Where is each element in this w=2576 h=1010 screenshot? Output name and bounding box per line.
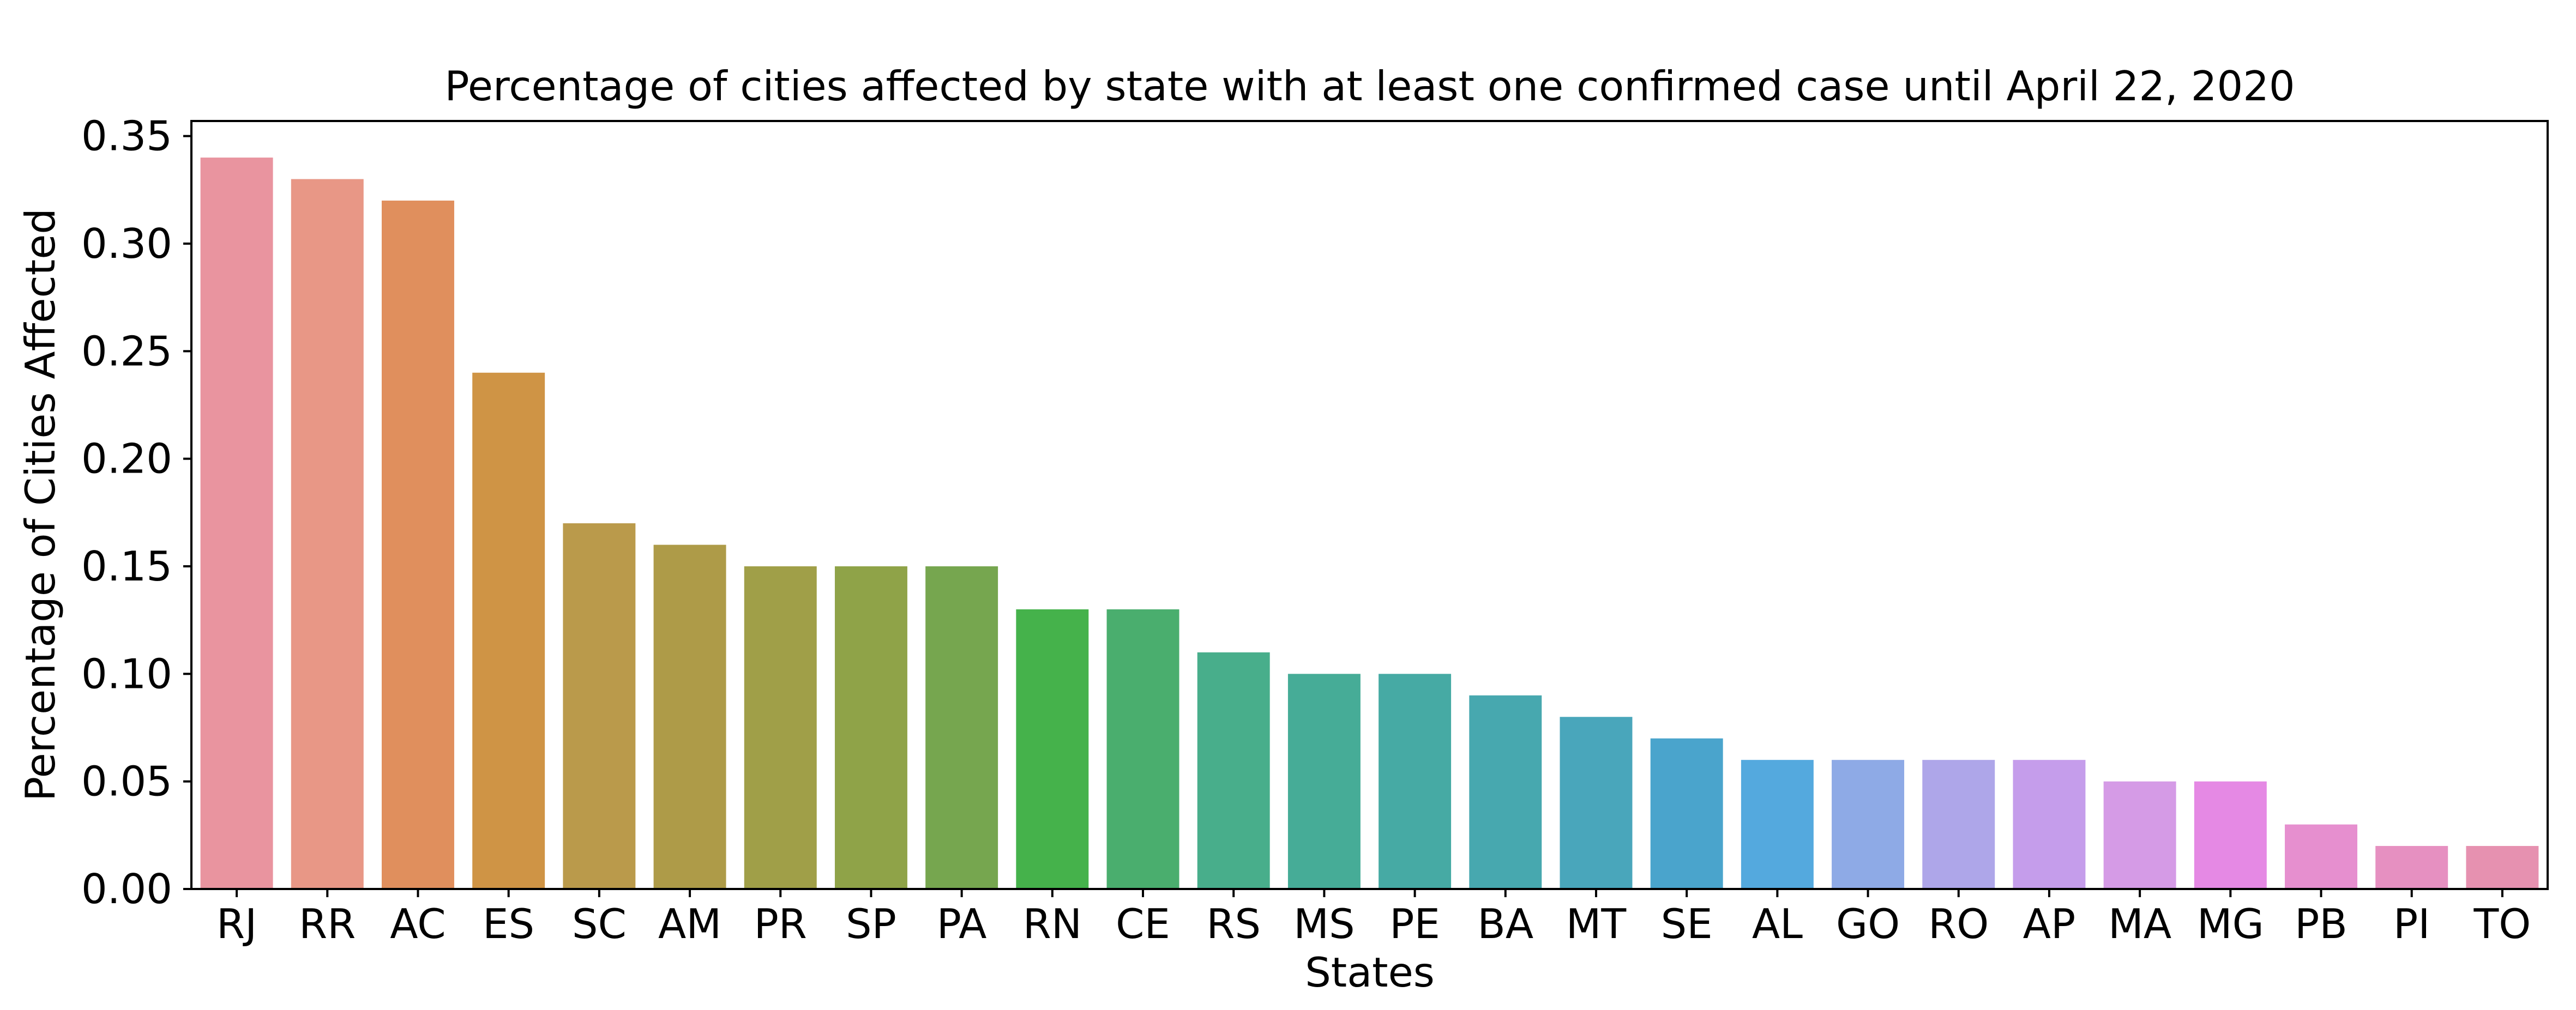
bar-se bbox=[1650, 738, 1723, 889]
bar-rn bbox=[1016, 609, 1089, 889]
bar-ma bbox=[2103, 781, 2176, 889]
bar-to bbox=[2466, 846, 2539, 889]
y-tick-label: 0.20 bbox=[81, 435, 172, 483]
bar-mt bbox=[1560, 717, 1633, 889]
x-tick-label: AP bbox=[2023, 900, 2076, 948]
x-tick-label: PI bbox=[2393, 900, 2430, 948]
x-tick-label: GO bbox=[1836, 900, 1900, 948]
bar-pr bbox=[744, 566, 817, 889]
bar-am bbox=[653, 545, 726, 889]
bars-group bbox=[200, 158, 2539, 890]
bar-al bbox=[1741, 760, 1814, 889]
x-tick-label: RN bbox=[1023, 900, 1082, 948]
x-tick-label: RS bbox=[1206, 900, 1261, 948]
y-axis: 0.00 0.05 0.10 0.15 0.20 0.25 0.30 0.35 bbox=[81, 112, 191, 913]
x-axis-label: States bbox=[1305, 948, 1435, 996]
x-tick-label: PB bbox=[2295, 900, 2348, 948]
y-axis-label: Percentage of Cities Affected bbox=[16, 208, 64, 801]
bar-pe bbox=[1379, 674, 1452, 889]
x-tick-label: PA bbox=[937, 900, 987, 948]
y-tick-label: 0.10 bbox=[81, 650, 172, 698]
x-tick-label: MS bbox=[1293, 900, 1355, 948]
x-tick-label: AC bbox=[390, 900, 446, 948]
bar-sc bbox=[563, 523, 636, 889]
x-tick-label: ES bbox=[483, 900, 534, 948]
x-tick-label: TO bbox=[2473, 900, 2531, 948]
chart-title: Percentage of cities affected by state w… bbox=[444, 62, 2295, 110]
x-tick-label: MA bbox=[2108, 900, 2171, 948]
bar-es bbox=[472, 372, 545, 889]
y-tick-label: 0.35 bbox=[81, 112, 172, 160]
x-tick-label: AL bbox=[1752, 900, 1803, 948]
y-tick-label: 0.00 bbox=[81, 865, 172, 913]
bar-pb bbox=[2285, 824, 2357, 889]
bar-rr bbox=[291, 179, 364, 889]
x-tick-label: RR bbox=[299, 900, 356, 948]
bar-rj bbox=[200, 158, 273, 890]
x-tick-label: SP bbox=[846, 900, 896, 948]
x-tick-label: MG bbox=[2197, 900, 2264, 948]
x-tick-label: CE bbox=[1116, 900, 1170, 948]
x-tick-label: RO bbox=[1928, 900, 1989, 948]
bar-ba bbox=[1469, 695, 1542, 889]
y-tick-label: 0.15 bbox=[81, 542, 172, 590]
x-tick-label: RJ bbox=[216, 900, 257, 948]
y-tick-label: 0.25 bbox=[81, 327, 172, 375]
x-tick-label: PR bbox=[754, 900, 807, 948]
bar-ro bbox=[1922, 760, 1995, 889]
y-tick-label: 0.30 bbox=[81, 220, 172, 268]
bar-pi bbox=[2375, 846, 2448, 889]
x-axis: RJ RR AC ES SC AM PR SP PA RN CE RS MS PE BA MT SE AL GO RO… bbox=[216, 889, 2531, 948]
bar-rs bbox=[1197, 652, 1270, 889]
bar-mg bbox=[2194, 781, 2267, 889]
x-tick-label: AM bbox=[658, 900, 721, 948]
x-tick-label: SE bbox=[1661, 900, 1713, 948]
bar-go bbox=[1832, 760, 1905, 889]
x-tick-label: PE bbox=[1389, 900, 1440, 948]
bar-ce bbox=[1106, 609, 1179, 889]
plot-frame bbox=[190, 120, 2549, 890]
bar-ap bbox=[2013, 760, 2086, 889]
bar-ac bbox=[382, 201, 454, 889]
x-tick-label: BA bbox=[1477, 900, 1533, 948]
bar-ms bbox=[1287, 674, 1361, 889]
bar-pa bbox=[925, 566, 998, 889]
x-tick-label: MT bbox=[1566, 900, 1627, 948]
y-tick-label: 0.05 bbox=[81, 758, 172, 806]
bar-sp bbox=[834, 566, 907, 889]
x-tick-label: SC bbox=[572, 900, 627, 948]
